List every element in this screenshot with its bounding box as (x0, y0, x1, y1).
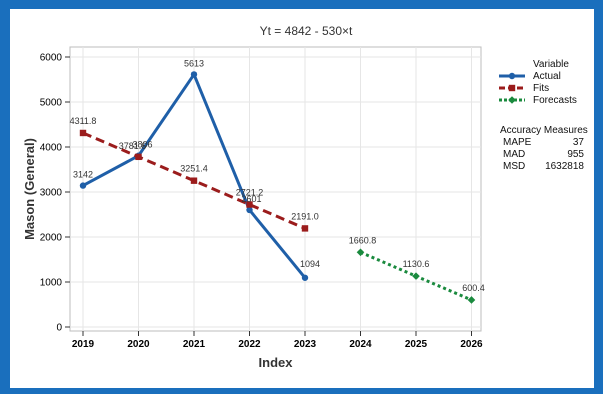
x-tick-label: 2021 (183, 339, 206, 350)
y-tick-label: 6000 (40, 53, 63, 64)
accuracy-name: MAD (503, 149, 525, 160)
point-actual (301, 274, 309, 281)
legend-label: Fits (533, 83, 549, 94)
y-tick-label: 2000 (40, 233, 63, 244)
data-labels: 3142 3806 5613 2601 1094 4311.8 3781.6 3251.4 27… (70, 58, 485, 293)
legend-label: Forecasts (533, 95, 577, 106)
accuracy-value: 37 (573, 137, 585, 148)
y-tick-label: 0 (56, 323, 62, 334)
data-label-actual: 5613 (184, 58, 204, 68)
legend-label: Actual (533, 71, 561, 82)
x-tick-label: 2020 (127, 339, 150, 350)
legend-marker (508, 72, 516, 80)
legend-item-forecasts: Forecasts (499, 95, 577, 106)
point-actual (246, 206, 253, 214)
y-tick-label: 1000 (40, 278, 63, 289)
point-actual (190, 71, 198, 78)
legend-item-actual: Actual (499, 71, 561, 82)
series-fits (79, 129, 309, 232)
data-label-fits: 4311.8 (70, 116, 97, 126)
data-label-fits: 3251.4 (180, 164, 208, 174)
accuracy-title: Accuracy Measures (500, 125, 588, 136)
legend-title: Variable (533, 59, 569, 70)
data-label-forecasts: 1660.8 (349, 235, 377, 245)
data-label-actual: 1094 (300, 259, 320, 269)
point-fits (190, 177, 198, 184)
gridlines (70, 47, 481, 331)
series-forecasts (356, 248, 476, 304)
point-forecasts (356, 248, 365, 257)
x-tick-label: 2026 (460, 339, 483, 350)
legend-item-fits: Fits (499, 83, 549, 94)
accuracy-name: MAPE (503, 137, 532, 148)
accuracy-value: 955 (567, 149, 584, 160)
data-label-fits: 2721.2 (236, 188, 264, 198)
axis-ticks: 0 1000 2000 3000 4000 5000 6000 2019 2020 2021 202… (40, 53, 483, 351)
series-layer (79, 71, 476, 304)
data-label-actual: 3142 (73, 170, 93, 180)
point-actual (79, 182, 87, 189)
x-tick-label: 2025 (405, 339, 428, 350)
data-label-fits: 3781.6 (119, 141, 147, 151)
data-label-actual: 2601 (241, 194, 261, 204)
x-tick-label: 2019 (72, 339, 95, 350)
data-label-forecasts: 1130.6 (403, 259, 430, 269)
x-tick-label: 2023 (294, 339, 317, 350)
point-forecasts (467, 296, 476, 304)
legend-marker (508, 96, 516, 104)
point-fits (246, 201, 253, 208)
point-fits (79, 129, 87, 137)
plot-area (69, 46, 482, 332)
x-axis-label: Index (259, 355, 294, 370)
accuracy-name: MSD (503, 161, 525, 172)
legend-marker (508, 84, 516, 92)
chart-panel: Yt = 4842 - 530×t 0 1000 2000 3000 4000 5000 6… (10, 9, 594, 388)
point-forecasts (412, 272, 420, 280)
data-label-fits: 2191.0 (291, 211, 319, 221)
chart-svg: Yt = 4842 - 530×t 0 1000 2000 3000 4000 5000 6… (22, 24, 588, 370)
x-tick-label: 2024 (349, 339, 372, 350)
y-tick-label: 3000 (40, 188, 63, 199)
y-tick-label: 5000 (40, 98, 63, 109)
point-fits (301, 225, 309, 232)
y-axis-label: Mason (General) (22, 138, 37, 240)
x-tick-label: 2022 (238, 339, 261, 350)
accuracy-value: 1632818 (545, 161, 584, 172)
data-label-forecasts: 600.4 (462, 283, 485, 293)
point-fits (135, 153, 142, 161)
data-label-actual: 3806 (132, 140, 152, 150)
chart-title: Yt = 4842 - 530×t (260, 24, 353, 38)
y-tick-label: 4000 (40, 143, 63, 154)
